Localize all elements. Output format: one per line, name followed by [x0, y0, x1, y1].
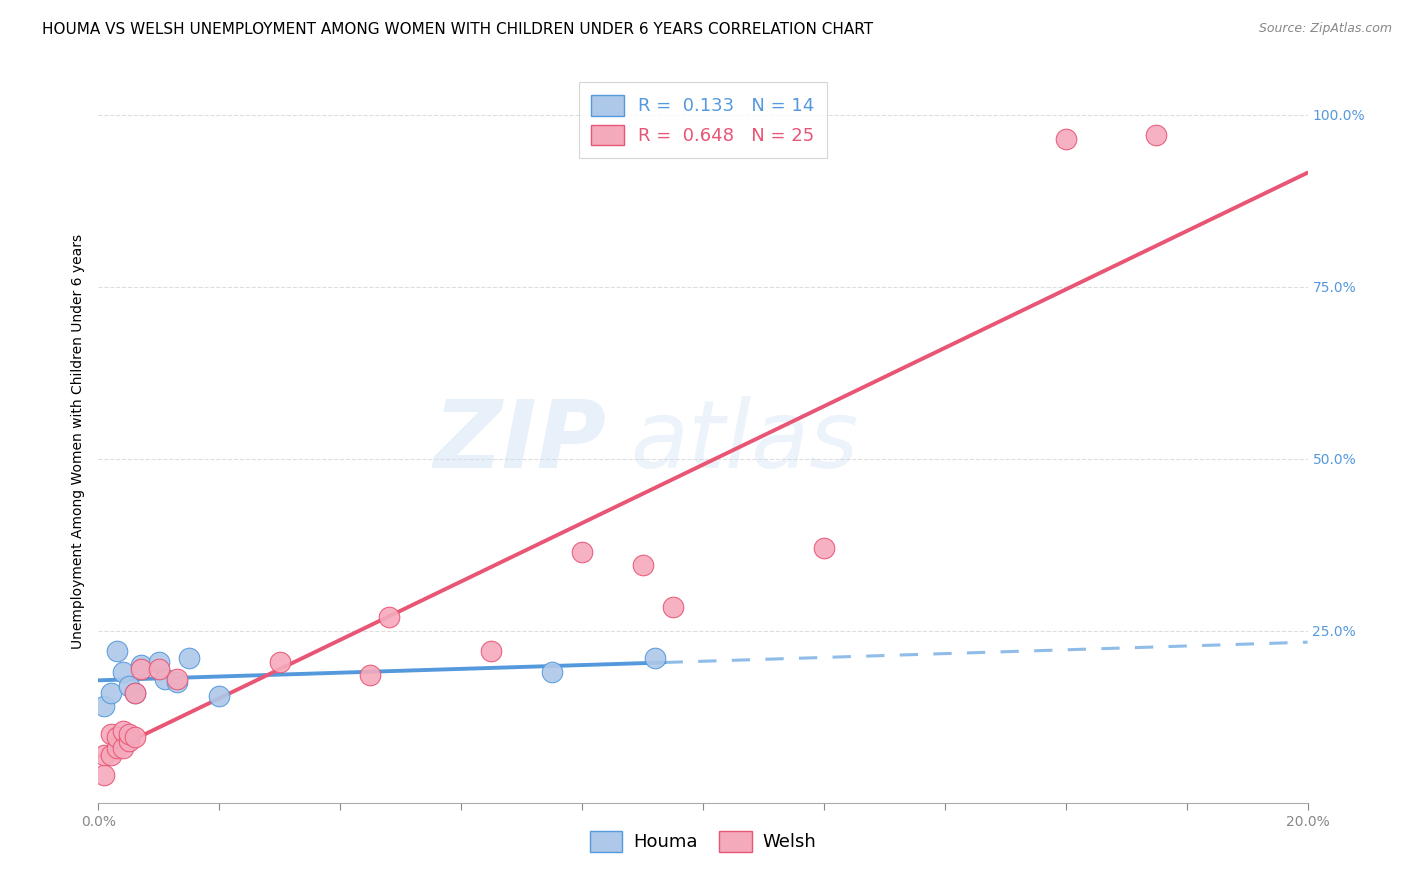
Text: HOUMA VS WELSH UNEMPLOYMENT AMONG WOMEN WITH CHILDREN UNDER 6 YEARS CORRELATION : HOUMA VS WELSH UNEMPLOYMENT AMONG WOMEN … [42, 22, 873, 37]
Y-axis label: Unemployment Among Women with Children Under 6 years: Unemployment Among Women with Children U… [70, 234, 84, 649]
Point [111, 665, 134, 679]
Point [208, 689, 231, 703]
Text: Source: ZipAtlas.com: Source: ZipAtlas.com [1258, 22, 1392, 36]
Point [148, 655, 170, 669]
Point [540, 665, 562, 679]
Point [124, 686, 146, 700]
Point [129, 662, 152, 676]
Point [571, 544, 593, 558]
Point [118, 734, 141, 748]
Point [100, 727, 122, 741]
Point [179, 651, 201, 665]
Point [111, 740, 134, 755]
Point [105, 731, 128, 745]
Point [166, 675, 188, 690]
Point [93, 768, 115, 782]
Point [118, 727, 141, 741]
Point [100, 747, 122, 762]
Point [166, 672, 188, 686]
Point [644, 651, 666, 665]
Point [93, 747, 115, 762]
Point [661, 599, 683, 614]
Point [269, 655, 291, 669]
Point [100, 686, 122, 700]
Legend: Houma, Welsh: Houma, Welsh [582, 823, 824, 859]
Text: atlas: atlas [630, 396, 859, 487]
Point [813, 541, 835, 556]
Point [481, 644, 503, 658]
Point [124, 686, 146, 700]
Point [148, 662, 170, 676]
Point [105, 644, 128, 658]
Point [153, 672, 176, 686]
Point [93, 699, 115, 714]
Point [111, 723, 134, 738]
Point [124, 731, 146, 745]
Point [1144, 128, 1167, 143]
Point [631, 558, 654, 573]
Point [129, 658, 152, 673]
Point [105, 740, 128, 755]
Point [377, 610, 399, 624]
Point [118, 679, 141, 693]
Point [1054, 132, 1077, 146]
Point [360, 668, 382, 682]
Text: ZIP: ZIP [433, 395, 606, 488]
